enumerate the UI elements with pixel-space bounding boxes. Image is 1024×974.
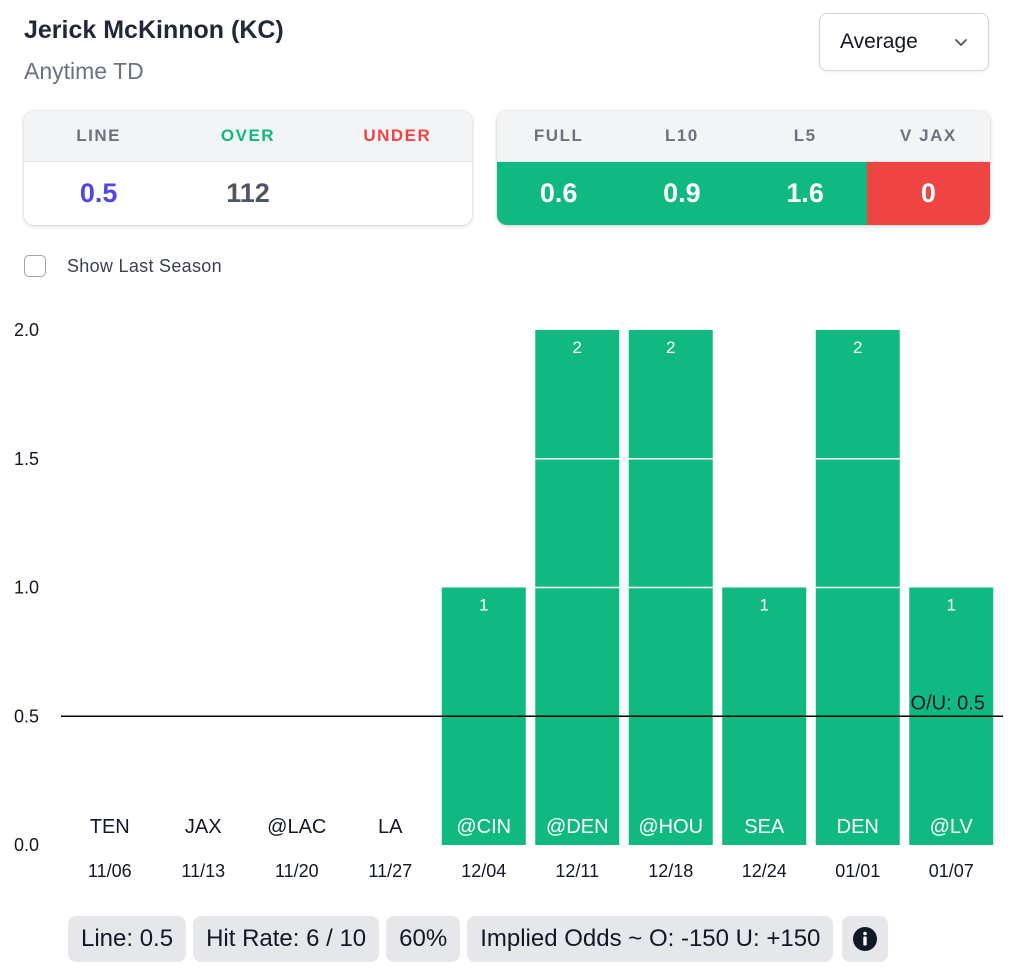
opponent-label: @LV <box>930 816 974 838</box>
hit-percent-pill: 60% <box>386 916 461 962</box>
l10-header: L10 <box>664 126 699 145</box>
show-last-season-toggle[interactable]: Show Last Season <box>24 255 222 277</box>
y-tick-label: 1.0 <box>14 578 39 598</box>
l10-average: 0.9 <box>620 162 744 225</box>
implied-odds-pill: Implied Odds ~ O: -150 U: +150 <box>467 916 834 962</box>
info-button[interactable] <box>842 916 889 962</box>
bar-value-label: 2 <box>573 338 582 357</box>
info-icon <box>853 927 878 951</box>
l5-header: L5 <box>793 126 817 145</box>
opponent-label: @HOU <box>638 816 703 838</box>
over-under-label: O/U: 0.5 <box>911 692 985 714</box>
y-tick-label: 0.0 <box>14 835 39 855</box>
y-tick-label: 0.5 <box>14 706 39 726</box>
game-date-label: 12/18 <box>648 861 693 881</box>
show-last-season-label: Show Last Season <box>67 255 222 276</box>
y-tick-label: 1.5 <box>14 449 39 469</box>
game-date-label: 12/24 <box>742 861 787 881</box>
average-card: FULL L10 L5 V JAX 0.6 0.9 1.6 0 <box>497 111 990 225</box>
opponent-label: JAX <box>185 816 222 838</box>
hit-rate-pill: Hit Rate: 6 / 10 <box>193 916 380 962</box>
dropdown-selected-value: Average <box>840 30 918 53</box>
game-date-label: 11/06 <box>88 861 132 881</box>
game-date-label: 11/20 <box>275 861 319 881</box>
bar-value-label: 1 <box>947 596 956 615</box>
vs-opponent-header: V JAX <box>900 126 957 145</box>
opponent-label: @CIN <box>456 816 511 838</box>
bar-value-label: 1 <box>479 596 488 615</box>
line-card: LINE OVER UNDER 0.5 112 <box>24 111 472 225</box>
game-date-label: 12/11 <box>555 861 599 881</box>
opponent-label: @DEN <box>546 816 609 838</box>
line-header: LINE <box>76 126 122 145</box>
market-label: Anytime TD <box>24 58 144 84</box>
y-tick-label: 2.0 <box>14 320 39 340</box>
l5-average: 1.6 <box>743 162 867 225</box>
stat-type-dropdown[interactable]: Average <box>819 13 989 71</box>
opponent-label: LA <box>378 816 403 838</box>
bar-value-label: 2 <box>666 338 675 357</box>
under-header: UNDER <box>363 126 432 145</box>
vs-opponent-average: 0 <box>866 162 990 225</box>
opponent-label: SEA <box>744 816 785 838</box>
game-date-label: 11/27 <box>368 861 412 881</box>
bar-value-label: 2 <box>853 338 862 357</box>
over-header: OVER <box>220 126 276 145</box>
opponent-label: TEN <box>90 816 130 838</box>
full-average: 0.6 <box>497 162 621 225</box>
summary-footer: Line: 0.5 Hit Rate: 6 / 10 60% Implied O… <box>68 916 889 962</box>
game-log-chart: 0.0 0.5 1.0 1.5 2.0 TEN 11/06 JAX 11/13 @LAC 11/20… <box>14 320 1003 881</box>
over-value: 112 <box>226 178 270 208</box>
line-pill: Line: 0.5 <box>68 916 187 962</box>
show-last-season-checkbox[interactable] <box>24 255 46 277</box>
game-date-label: 01/01 <box>835 861 880 881</box>
opponent-label: @LAC <box>267 816 326 838</box>
game-date-label: 12/04 <box>461 861 506 881</box>
chevron-down-icon <box>955 39 967 46</box>
under-value <box>323 162 472 225</box>
opponent-label: DEN <box>837 816 879 838</box>
full-header: FULL <box>533 126 584 145</box>
player-name: Jerick McKinnon (KC) <box>24 16 284 44</box>
line-value: 0.5 <box>79 178 118 208</box>
game-date-label: 01/07 <box>929 861 974 881</box>
bar-value-label: 1 <box>760 596 769 615</box>
game-date-label: 11/13 <box>181 861 225 881</box>
